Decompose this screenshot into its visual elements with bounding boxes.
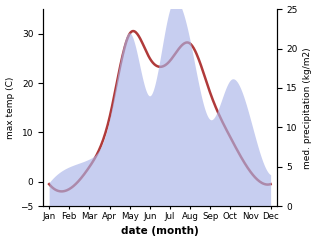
X-axis label: date (month): date (month) — [121, 227, 199, 236]
Y-axis label: max temp (C): max temp (C) — [5, 76, 15, 139]
Y-axis label: med. precipitation (kg/m2): med. precipitation (kg/m2) — [303, 47, 313, 168]
